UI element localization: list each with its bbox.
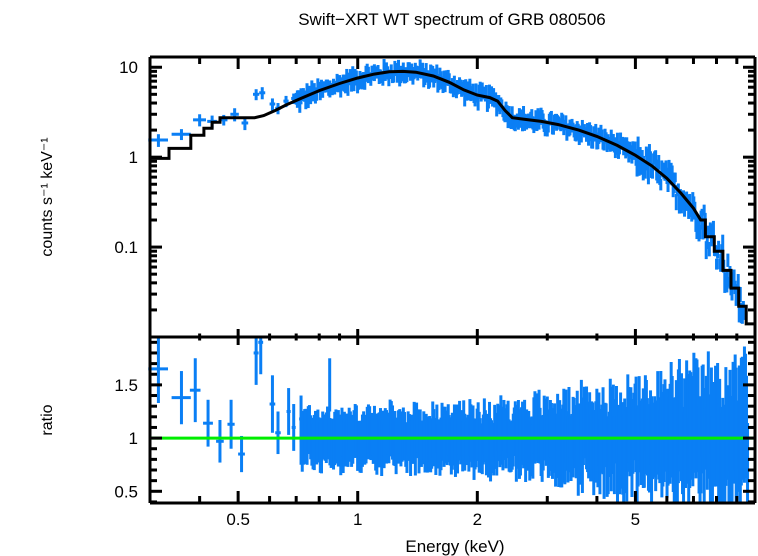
data-point [516,119,520,130]
x-axis-label: Energy (keV) [405,537,504,556]
chart-title: Swift−XRT WT spectrum of GRB 080506 [298,10,606,29]
data-point [659,179,663,191]
data-point [473,95,477,107]
data-point [259,87,266,100]
data-point [638,147,642,158]
y-tick-label-ratio: 1 [129,429,138,448]
data-point [726,253,730,267]
data-point [193,114,206,127]
data-point [635,157,639,177]
data-point [707,241,711,257]
y-tick-label-ratio: 0.5 [114,482,138,501]
data-point [674,193,678,211]
ratio-point [238,435,245,473]
data-point [396,59,400,72]
data-point [721,234,725,252]
data-point [230,108,239,122]
x-tick-label: 5 [631,510,640,529]
data-point [640,149,644,166]
y-tick-label-ratio: 1.5 [114,376,138,395]
data-point [715,258,719,270]
axes [148,55,757,505]
ratio-point [258,337,264,375]
y-tick-label-spectrum: 1 [129,148,138,167]
ratio-point [253,337,259,385]
data-point [741,301,745,320]
model-curve [150,69,755,326]
spectrum-data-points [148,59,745,324]
y-axis-label-ratio: ratio [39,404,56,435]
ratio-point [216,420,224,463]
data-point [148,134,169,147]
ratio-point [189,358,201,423]
y-axis-label-spectrum: counts s⁻¹ keV⁻¹ [39,137,56,256]
data-point [665,167,669,185]
ratio-point [171,371,191,425]
ratio-point [227,399,235,449]
data-point [706,225,710,238]
ratio-point [275,411,281,455]
ratio-point [148,337,169,403]
x-tick-label: 2 [473,510,482,529]
data-point [698,225,702,240]
x-tick-label: 1 [353,510,362,529]
data-point [486,97,490,109]
y-tick-label-spectrum: 0.1 [114,238,138,257]
data-point [725,271,729,293]
data-point [737,304,741,323]
data-point [520,120,524,132]
ratio-point [269,375,276,433]
tick-labels: 0.1 1 10 0.5 1 1.5 0.5 1 2 5 [114,58,640,529]
ratio-point [286,388,291,435]
data-point [564,115,568,126]
data-point [171,129,191,141]
y-tick-label-spectrum: 10 [119,58,138,77]
data-point [643,161,647,179]
data-point [717,240,721,251]
data-point [269,98,276,111]
ratio-data-points [148,337,750,503]
data-point [673,172,677,183]
data-point [701,219,705,240]
data-point [666,182,670,193]
x-tick-label: 0.5 [226,510,250,529]
data-point [253,89,260,101]
data-point [646,165,650,185]
data-point [549,110,553,124]
data-point [657,154,661,170]
data-point [503,110,507,123]
ratio-point [746,423,750,503]
ratio-point [291,404,296,451]
ratio-point [328,358,332,412]
